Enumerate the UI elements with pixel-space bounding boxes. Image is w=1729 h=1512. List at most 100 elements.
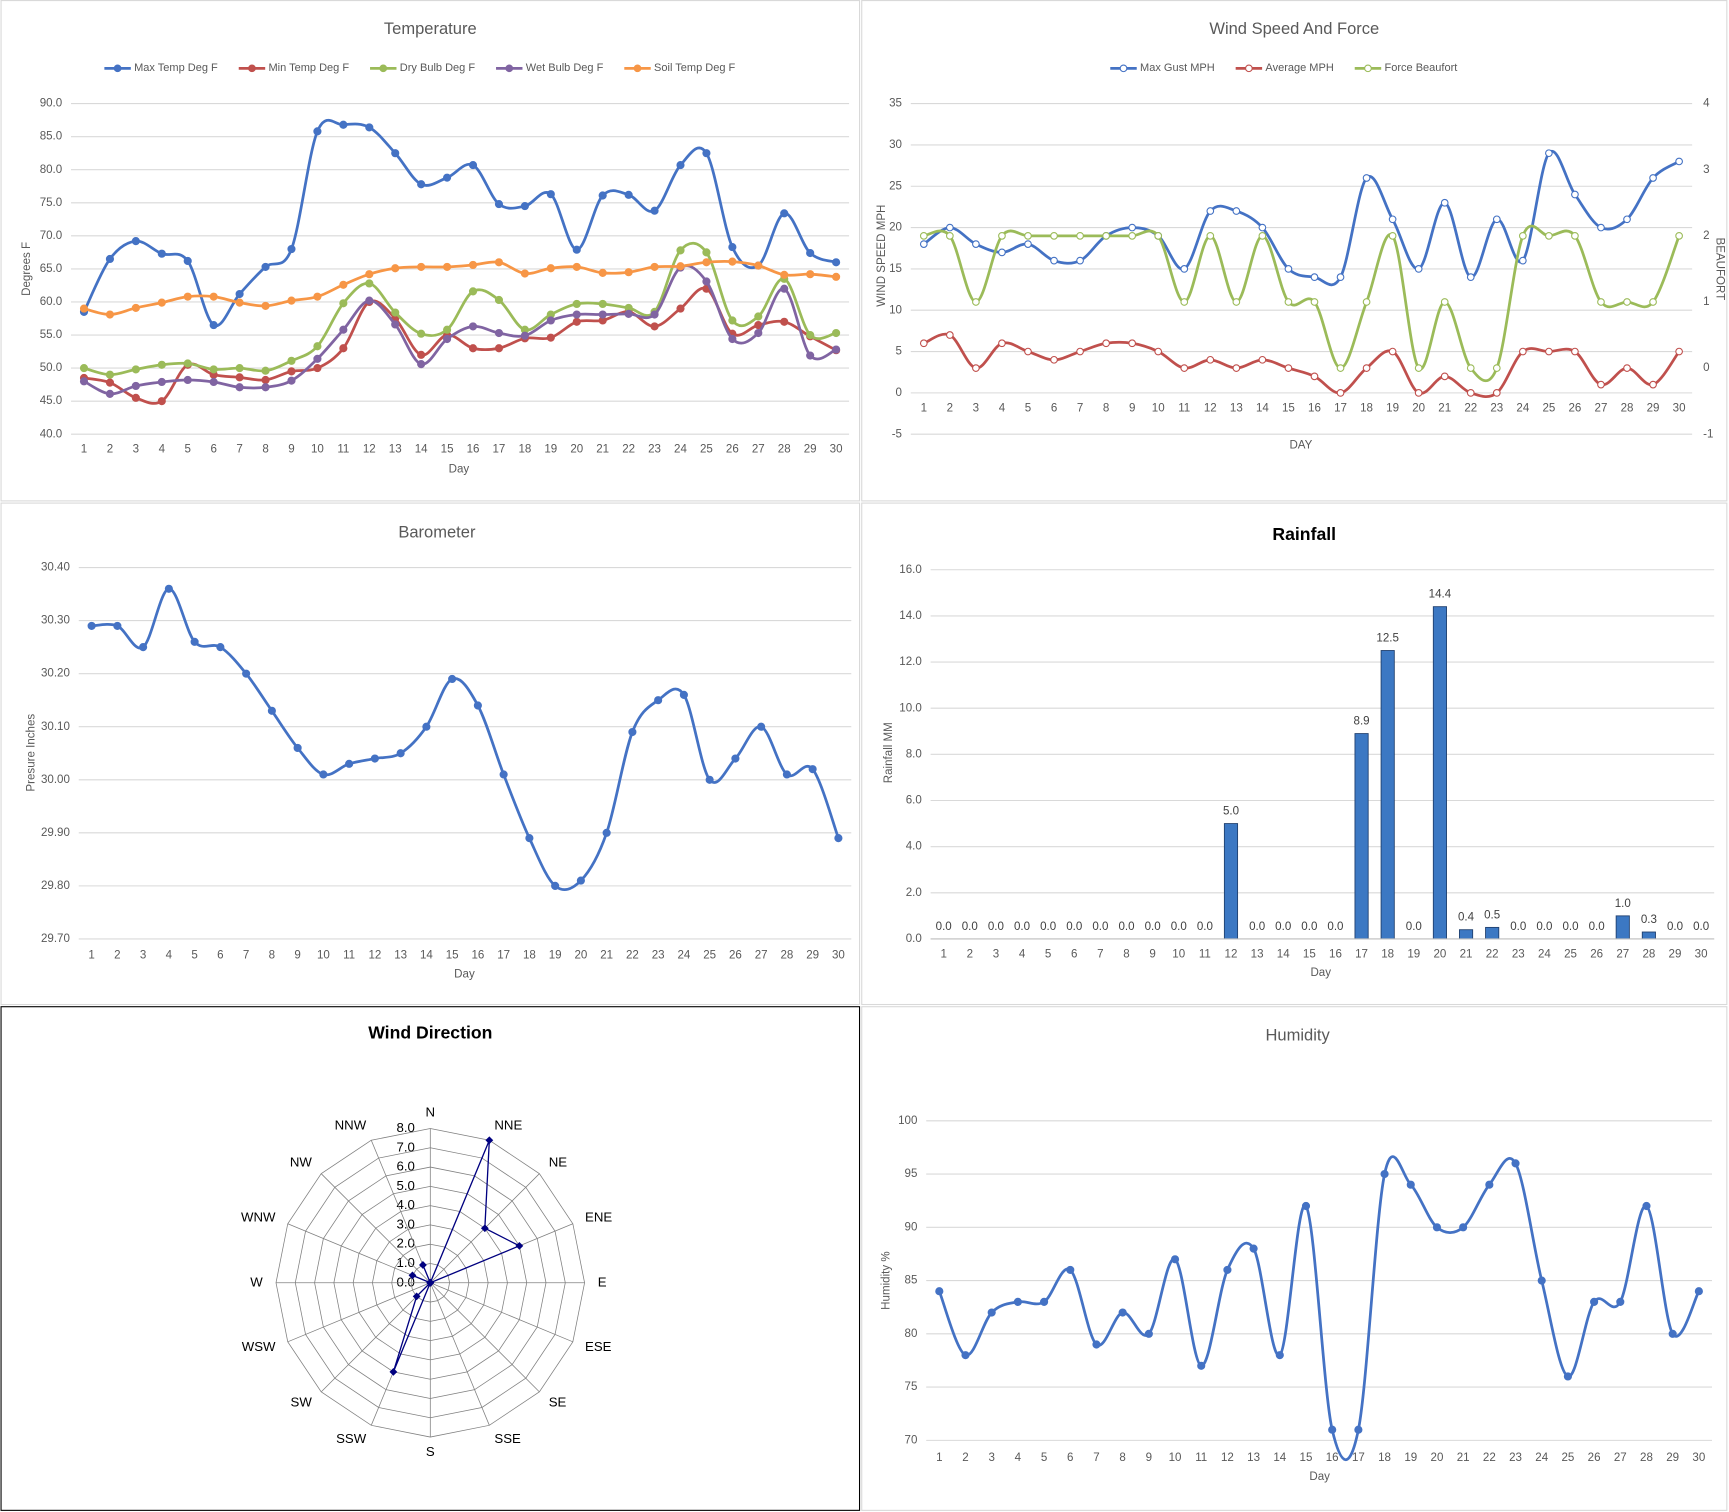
- data-label: 0.0: [1145, 921, 1161, 933]
- x-tick-label: 29: [1647, 402, 1660, 414]
- legend-label: Soil Temp Deg F: [654, 62, 735, 74]
- x-tick-label: 8: [1119, 1452, 1125, 1464]
- y-tick-label: 0.0: [906, 933, 922, 945]
- x-tick-label: 11: [343, 950, 355, 962]
- point-marker: [235, 298, 244, 307]
- direction-label: W: [250, 1274, 263, 1289]
- x-tick-label: 28: [1640, 1452, 1653, 1464]
- x-tick-label: 1: [81, 444, 87, 456]
- point-marker: [1076, 231, 1084, 240]
- x-tick-label: 20: [1412, 402, 1425, 414]
- point-marker: [1328, 1425, 1337, 1434]
- data-label: 0.0: [962, 921, 978, 933]
- point-marker: [183, 292, 192, 301]
- point-marker: [1597, 223, 1605, 232]
- chart-title: Wind Speed And Force: [1209, 19, 1379, 38]
- point-marker: [1024, 347, 1032, 356]
- point-marker: [650, 322, 659, 331]
- y-tick-label: 30.10: [41, 721, 70, 733]
- point-marker: [287, 296, 296, 305]
- point-marker: [183, 359, 192, 368]
- point-marker: [1388, 215, 1397, 224]
- point-marker: [757, 722, 766, 731]
- x-tick-label: 12: [1221, 1452, 1234, 1464]
- x-tick-label: 11: [1199, 948, 1211, 960]
- x-tick-label: 4: [166, 950, 173, 962]
- chart-title: Humidity: [1265, 1025, 1330, 1044]
- point-marker: [1518, 231, 1527, 240]
- r-tick-label: 1.0: [396, 1255, 414, 1270]
- point-marker: [1571, 190, 1579, 199]
- x-tick-label: 26: [729, 950, 742, 962]
- x-tick-label: 19: [549, 950, 562, 962]
- point-marker: [806, 270, 815, 279]
- point-marker: [1336, 389, 1345, 397]
- point-marker: [1232, 207, 1241, 215]
- x-tick-label: 3: [133, 444, 139, 456]
- legend-marker: [1245, 64, 1253, 73]
- point-marker: [628, 727, 637, 737]
- x-tick-label: 5: [1045, 948, 1051, 960]
- x-tick-label: 2: [962, 1452, 968, 1464]
- x-tick-label: 5: [1041, 1452, 1047, 1464]
- y-tick-label: 80: [905, 1328, 918, 1340]
- point-marker: [235, 373, 244, 382]
- point-marker: [1154, 347, 1163, 356]
- y2-tick-label: 0: [1703, 362, 1709, 374]
- point-marker: [235, 364, 244, 373]
- point-marker: [235, 383, 244, 392]
- x-tick-label: 16: [1326, 1452, 1339, 1464]
- bar: [1615, 915, 1630, 940]
- x-tick-label: 30: [1692, 1452, 1705, 1464]
- point-marker: [1545, 231, 1553, 240]
- x-tick-label: 5: [1025, 402, 1031, 414]
- y-tick-label: 10: [889, 304, 902, 316]
- legend-label: Dry Bulb Deg F: [400, 62, 476, 74]
- point-marker: [412, 1292, 421, 1301]
- point-marker: [1545, 347, 1553, 356]
- point-marker: [572, 299, 581, 309]
- point-marker: [287, 376, 296, 385]
- point-marker: [780, 209, 789, 218]
- point-marker: [1284, 265, 1293, 273]
- x-tick-label: 21: [596, 444, 609, 456]
- r-tick-label: 2.0: [396, 1236, 414, 1251]
- x-tick-label: 9: [1129, 402, 1135, 414]
- x-tick-label: 28: [1642, 948, 1655, 960]
- point-marker: [650, 262, 659, 271]
- point-marker: [1511, 1159, 1520, 1168]
- point-marker: [1180, 298, 1189, 306]
- x-tick-label: 19: [544, 444, 557, 456]
- x-tick-label: 13: [1230, 402, 1243, 414]
- point-marker: [235, 289, 244, 299]
- y-tick-label: -5: [892, 428, 902, 440]
- point-marker: [972, 364, 980, 372]
- x-tick-label: 30: [830, 444, 843, 456]
- data-label: 8.9: [1354, 716, 1370, 728]
- point-marker: [1076, 256, 1084, 265]
- y-tick-label: 70.0: [40, 230, 63, 242]
- point-marker: [650, 310, 659, 319]
- point-marker: [1597, 298, 1605, 306]
- point-marker: [1388, 231, 1397, 240]
- point-marker: [1180, 265, 1189, 273]
- point-marker: [1258, 231, 1267, 240]
- point-marker: [209, 292, 218, 301]
- point-marker: [494, 344, 504, 353]
- y-tick-label: 45.0: [40, 395, 63, 407]
- point-marker: [105, 389, 115, 398]
- point-marker: [1537, 1276, 1546, 1285]
- point-marker: [1668, 1329, 1677, 1338]
- point-marker: [1197, 1361, 1206, 1370]
- x-tick-label: 4: [999, 402, 1006, 414]
- point-marker: [935, 1287, 944, 1296]
- x-tick-label: 18: [518, 444, 531, 456]
- point-marker: [1623, 364, 1631, 372]
- point-marker: [676, 304, 685, 313]
- y-tick-label: 20: [889, 222, 902, 234]
- legend-label: Max Gust MPH: [1140, 62, 1215, 74]
- x-tick-label: 18: [1360, 402, 1373, 414]
- point-marker: [267, 706, 276, 715]
- x-tick-label: 19: [1386, 402, 1399, 414]
- point-marker: [808, 765, 817, 774]
